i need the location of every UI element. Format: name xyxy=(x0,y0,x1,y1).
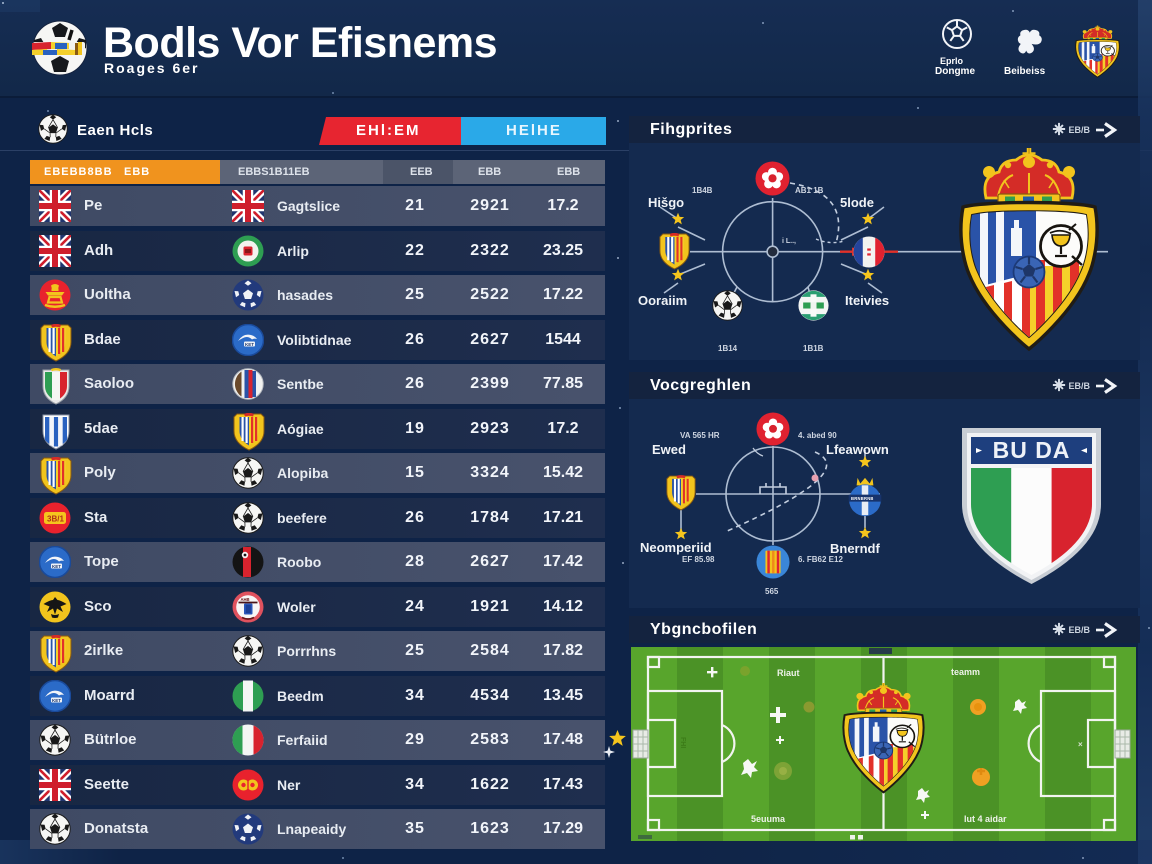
svg-text:i L..,: i L.., xyxy=(782,238,796,245)
svg-text:Ooraiim: Ooraiim xyxy=(638,293,687,308)
svg-text:VA 565 HR: VA 565 HR xyxy=(680,431,720,440)
svg-text:5lode: 5lode xyxy=(840,195,874,210)
svg-text:Hišgo: Hišgo xyxy=(648,195,684,210)
svg-text:Ewed: Ewed xyxy=(652,442,686,457)
svg-text:1B4B: 1B4B xyxy=(692,186,713,195)
svg-text:4. abed 90: 4. abed 90 xyxy=(798,431,837,440)
svg-text:Neomperiid: Neomperiid xyxy=(640,540,712,555)
svg-text:×: × xyxy=(1078,740,1083,749)
svg-text:565: 565 xyxy=(765,587,779,596)
svg-text:5euuma: 5euuma xyxy=(751,814,786,824)
svg-text:teamm: teamm xyxy=(951,667,980,677)
svg-text:1B14: 1B14 xyxy=(718,344,738,353)
svg-text:AB1 1B: AB1 1B xyxy=(795,186,824,195)
svg-text:6. FB62 E12: 6. FB62 E12 xyxy=(798,555,843,564)
svg-text:lut 4 aidar: lut 4 aidar xyxy=(964,814,1007,824)
svg-text:FHI: FHI xyxy=(679,737,686,748)
svg-text:Riaut: Riaut xyxy=(777,668,800,678)
svg-text:Iteivies: Iteivies xyxy=(845,293,889,308)
svg-text:1B1B: 1B1B xyxy=(803,344,824,353)
svg-text:EF 85.98: EF 85.98 xyxy=(682,555,715,564)
svg-text:Lfeawown: Lfeawown xyxy=(826,442,889,457)
svg-text:Bnerndf: Bnerndf xyxy=(830,541,881,556)
